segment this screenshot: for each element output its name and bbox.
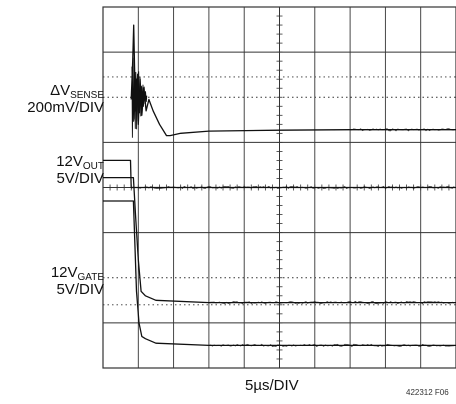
trace-12v-out <box>103 159 456 189</box>
dvsense-scale: 200mV/DIV <box>27 99 104 116</box>
trace-v-sense <box>130 24 456 137</box>
figure-id: 422312 F06 <box>406 388 449 397</box>
vout-label: 12VOUT <box>56 153 104 172</box>
dvsense-sub: SENSE <box>70 90 104 101</box>
trace-noise <box>350 128 455 132</box>
trace-noise <box>208 343 455 348</box>
trace-noise <box>208 300 455 305</box>
vgate-sub: GATE <box>77 272 104 283</box>
vout-main: 12V <box>56 153 83 170</box>
vout-sub: OUT <box>82 161 104 172</box>
dvsense-label: ΔVSENSE <box>50 82 104 101</box>
vout-scale: 5V/DIV <box>56 170 104 187</box>
vgate-label: 12VGATE <box>50 264 104 283</box>
dvsense-main: ΔV <box>50 82 71 99</box>
timebase-label: 5µs/DIV <box>245 377 299 394</box>
vgate-scale: 5V/DIV <box>56 281 104 298</box>
trace-noise <box>130 185 455 190</box>
trace-fourth-trace <box>103 200 456 347</box>
trace-12v-gate <box>103 176 456 304</box>
vgate-main: 12V <box>50 264 78 281</box>
transient-ringing <box>131 57 148 138</box>
